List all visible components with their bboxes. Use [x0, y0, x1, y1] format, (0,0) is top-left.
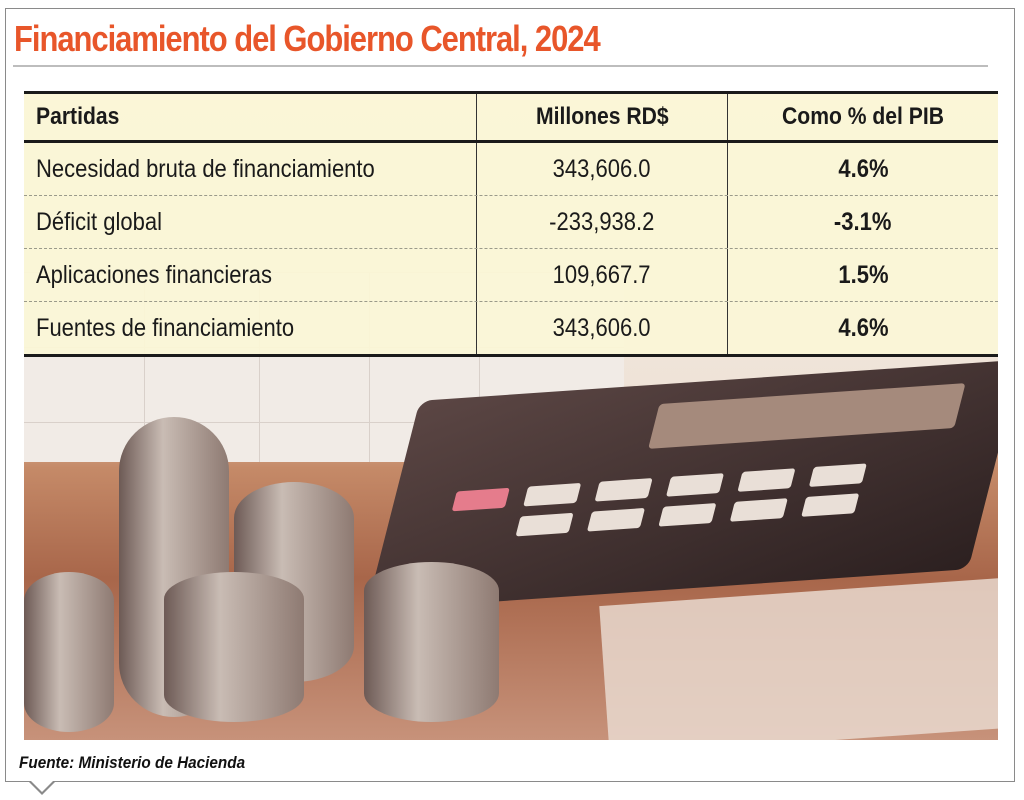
cell-millones: 343,606.0 [553, 313, 651, 342]
header-pib: Como % del PIB [782, 103, 944, 130]
cell-pib: -3.1% [834, 207, 892, 236]
cell-millones: 109,667.7 [553, 260, 651, 289]
table-header-row: Partidas Millones RD$ Como % del PIB [24, 94, 998, 143]
cell-partida: Aplicaciones financieras [36, 260, 273, 289]
cell-pib: 1.5% [837, 260, 889, 289]
table-row: Déficit global -233,938.2 -3.1% [24, 196, 998, 249]
cell-partida: Déficit global [36, 207, 162, 236]
infographic-title: Financiamiento del Gobierno Central, 202… [14, 18, 601, 59]
header-partidas: Partidas [36, 103, 120, 130]
table-row: Necesidad bruta de financiamiento 343,60… [24, 143, 998, 196]
coin-stack [164, 572, 304, 722]
cell-pib: 4.6% [837, 154, 889, 183]
cell-millones: -233,938.2 [549, 207, 655, 236]
table-row: Aplicaciones financieras 109,667.7 1.5% [24, 249, 998, 302]
coin-stack [364, 562, 499, 722]
callout-pointer [28, 780, 56, 795]
cell-partida: Fuentes de financiamiento [36, 313, 295, 342]
title-divider [13, 65, 988, 67]
cell-pib: 4.6% [837, 313, 889, 342]
cell-millones: 343,606.0 [553, 154, 651, 183]
cell-partida: Necesidad bruta de financiamiento [36, 154, 375, 183]
source-note: Fuente: Ministerio de Hacienda [19, 753, 246, 772]
papers-image [599, 578, 998, 740]
header-millones: Millones RD$ [535, 103, 669, 130]
table-row: Fuentes de financiamiento 343,606.0 4.6% [24, 302, 998, 354]
financing-table: Partidas Millones RD$ Como % del PIB Nec… [24, 91, 998, 357]
coin-stack [24, 572, 114, 732]
